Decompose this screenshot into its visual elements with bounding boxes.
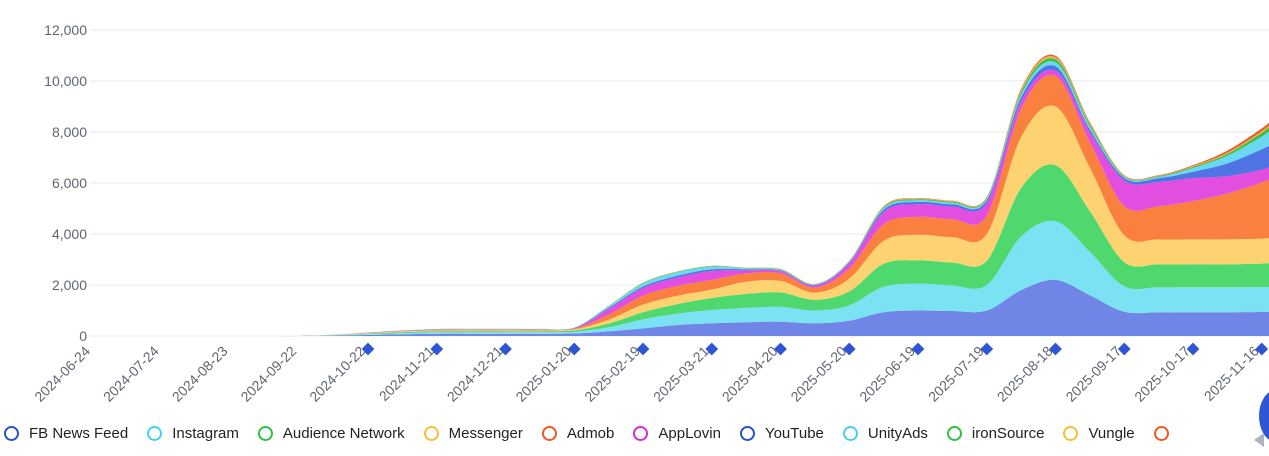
x-tick-label: 2024-10-22 [306, 343, 368, 405]
x-tick-label: 2025-10-17 [1131, 343, 1193, 405]
x-tick-label: 2025-06-19 [856, 343, 918, 405]
x-tick-label: 2024-12-21 [444, 343, 506, 405]
x-tick-label: 2024-08-23 [169, 343, 231, 405]
legend-circle-icon [4, 426, 19, 441]
y-tick-label: 0 [79, 328, 87, 344]
legend-item[interactable]: Admob [541, 425, 615, 442]
legend-item[interactable]: YouTube [739, 425, 824, 442]
legend-circle-icon [257, 426, 273, 441]
legend-label: UnityAds [867, 425, 928, 442]
legend-circle-icon [946, 426, 962, 441]
legend-label: AppLovin [658, 425, 721, 442]
legend-item[interactable] [1153, 426, 1179, 441]
x-tick-label: 2025-02-19 [581, 343, 643, 405]
y-tick-label: 12,000 [44, 22, 87, 38]
y-tick-label: 4,000 [52, 226, 87, 242]
event-marker[interactable] [499, 342, 512, 356]
legend-label: YouTube [764, 425, 824, 442]
x-tick-label: 2025-05-20 [787, 343, 849, 405]
y-tick-label: 6,000 [52, 175, 87, 191]
legend-circle-icon [423, 426, 439, 441]
legend-label: Vungle [1088, 425, 1135, 442]
legend-label: Audience Network [282, 425, 405, 442]
legend-circle-icon [541, 426, 557, 441]
event-marker[interactable] [361, 342, 375, 356]
x-tick-label: 2025-04-20 [719, 343, 781, 405]
legend-item[interactable]: ironSource [946, 425, 1045, 442]
legend-circle-icon [1153, 426, 1169, 441]
legend-label: FB News Feed [29, 425, 129, 442]
legend-prev-page-button[interactable] [1254, 433, 1264, 447]
legend: FB News Feed Instagram Audience Network Mes… [0, 425, 1269, 451]
legend-item[interactable]: Instagram [147, 425, 239, 442]
x-tick-label: 2025-11-16 [1201, 343, 1262, 404]
legend-circle-icon [842, 426, 858, 441]
area-series [93, 54, 1269, 337]
y-tick-label: 2,000 [52, 277, 87, 293]
legend-item[interactable]: Messenger [423, 425, 523, 442]
event-marker[interactable] [430, 342, 444, 356]
x-tick-label: 2025-01-20 [512, 343, 574, 405]
area-instagram [93, 220, 1269, 337]
area-chart: 0 2,000 4,000 6,000 8,000 10,000 12,000 2024-06… [31, 22, 1269, 405]
x-tick-label: 2025-09-17 [1062, 343, 1124, 405]
legend-label: Instagram [172, 425, 239, 442]
x-tick-label: 2024-06-24 [31, 343, 93, 405]
legend-circle-icon [633, 426, 649, 441]
y-tick-label: 10,000 [44, 73, 87, 89]
x-tick-label: 2024-09-22 [237, 343, 299, 405]
legend-label: ironSource [971, 425, 1045, 442]
legend-item[interactable]: Vungle [1063, 425, 1135, 442]
legend-label: Messenger [448, 425, 523, 442]
legend-item[interactable]: Audience Network [257, 425, 405, 442]
x-tick-label: 2025-08-18 [994, 343, 1056, 405]
legend-circle-icon [739, 426, 755, 441]
legend-label: Admob [566, 425, 615, 442]
x-tick-label: 2024-07-24 [100, 343, 162, 405]
legend-circle-icon [1063, 426, 1079, 441]
x-tick-label: 2024-11-21 [376, 343, 437, 404]
legend-item[interactable]: UnityAds [842, 425, 928, 442]
grid-lines [90, 29, 1269, 337]
legend-circle-icon [147, 426, 163, 441]
legend-item[interactable]: FB News Feed [4, 425, 128, 442]
x-tick-label: 2025-07-19 [925, 343, 987, 405]
area-fb-news-feed [93, 279, 1269, 337]
area-applovin [93, 69, 1269, 337]
y-tick-label: 8,000 [52, 124, 87, 140]
legend-item[interactable]: AppLovin [633, 425, 721, 442]
x-tick-label: 2025-03-21 [650, 343, 712, 405]
legend-page-indicator[interactable] [1259, 390, 1269, 442]
